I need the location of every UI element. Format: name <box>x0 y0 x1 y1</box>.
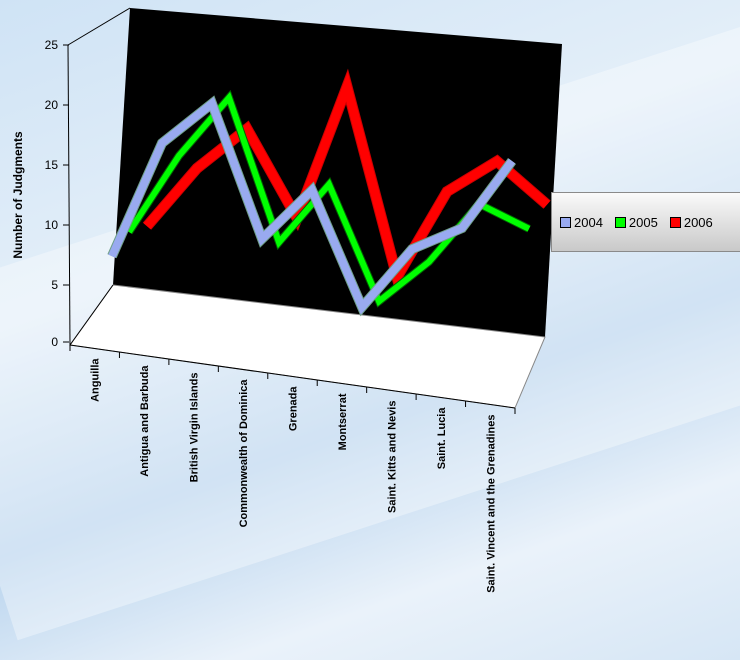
y-axis-back-line <box>67 7 131 46</box>
x-category-label: Saint. Lucia <box>436 407 448 470</box>
x-axis-ticks: Anguilla Antigua and Barbuda British Virgi… <box>69 345 516 593</box>
y-tick-label: 10 <box>45 218 59 232</box>
x-category-label: Montserrat <box>337 393 349 450</box>
x-category-label: Anguilla <box>90 358 102 402</box>
y-tick-label: 15 <box>45 158 59 172</box>
x-category-label: Commonwealth of Dominica <box>238 379 250 528</box>
y-axis-bottom-line <box>69 284 114 346</box>
y-tick-label: 20 <box>45 98 59 112</box>
legend-swatch <box>560 216 571 228</box>
legend-item-2005: 2005 <box>614 214 658 230</box>
legend-label: 2004 <box>574 214 603 230</box>
y-tick-label: 0 <box>51 335 58 349</box>
x-category-label: Saint. Vincent and the Grenadines <box>485 415 497 593</box>
y-axis-title: Number of Judgments <box>11 131 25 259</box>
legend: 2004 2005 2006 <box>551 192 740 252</box>
x-category-label: Saint. Kitts and Nevis <box>386 401 398 513</box>
y-axis-line <box>67 44 71 346</box>
x-category-label: Antigua and Barbuda <box>139 365 151 477</box>
x-axis-line <box>69 344 516 409</box>
x-category-label: British Virgin Islands <box>189 373 201 483</box>
legend-item-2004: 2004 <box>560 215 603 230</box>
y-axis-ticks: 0 5 10 15 20 25 <box>45 38 69 349</box>
legend-swatch <box>669 216 681 228</box>
chart-back-wall <box>113 8 562 337</box>
legend-swatch <box>614 216 626 228</box>
legend-item-2006: 2006 <box>669 214 713 230</box>
y-tick-label: 5 <box>51 278 58 292</box>
series-layer <box>107 68 551 317</box>
x-category-label: Grenada <box>288 386 300 432</box>
y-tick-label: 25 <box>45 38 59 52</box>
legend-label: 2006 <box>683 214 713 230</box>
legend-label: 2005 <box>628 214 658 230</box>
